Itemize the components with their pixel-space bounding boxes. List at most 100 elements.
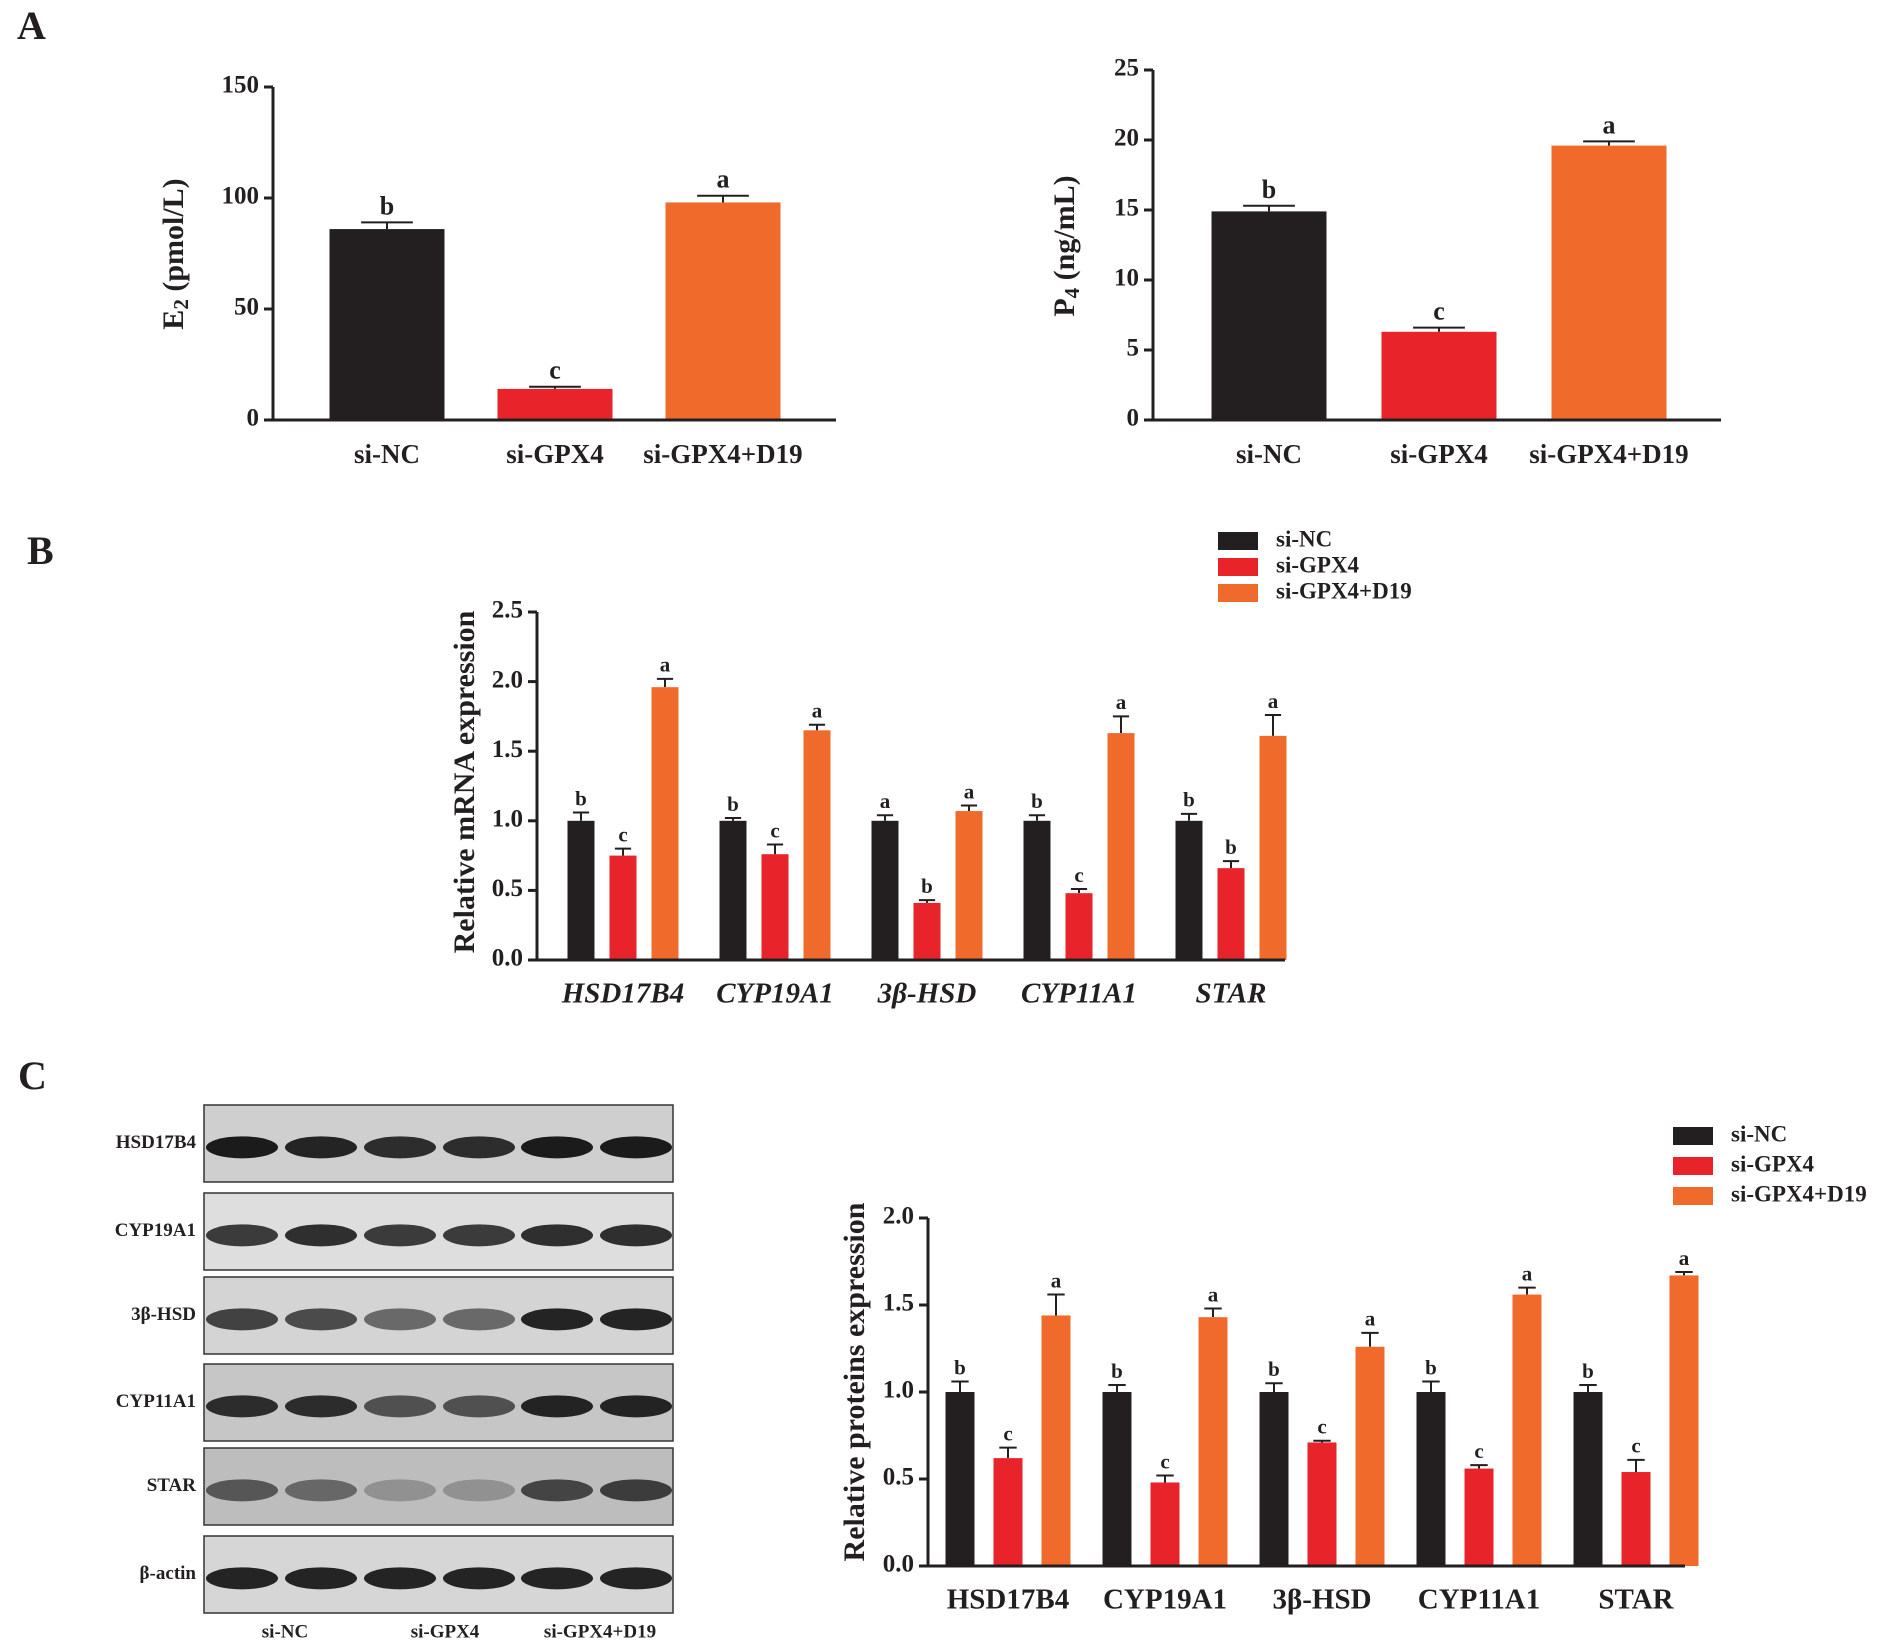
bar — [1621, 1472, 1651, 1566]
blot-band — [600, 1136, 672, 1159]
x-tick-label: STAR — [1196, 978, 1267, 1010]
blot-band — [206, 1395, 278, 1418]
error-bar — [1361, 1331, 1379, 1347]
bar — [955, 811, 983, 960]
y-tick-label: 1.5 — [883, 1290, 914, 1317]
blot-band — [600, 1479, 672, 1502]
x-tick-label: CYP19A1 — [1103, 1584, 1227, 1616]
blot-band — [206, 1136, 278, 1159]
y-tick-label: 0 — [247, 405, 260, 432]
significance-letter: b — [1183, 788, 1195, 812]
blot-lane-label: si-GPX4+D19 — [544, 1621, 656, 1642]
significance-letter: b — [575, 786, 587, 810]
y-axis-title-part: E — [157, 310, 190, 330]
significance-letter: a — [1679, 1246, 1690, 1270]
error-bar — [1222, 860, 1240, 869]
panel-label: C — [18, 1053, 47, 1098]
bar — [913, 902, 941, 960]
x-tick-label: si-NC — [354, 439, 420, 469]
bar — [1573, 1392, 1603, 1566]
bar — [871, 820, 899, 960]
y-tick-label: 0.0 — [883, 1551, 914, 1578]
significance-letter: b — [921, 874, 933, 898]
significance-letter: a — [717, 165, 730, 194]
blot-band — [206, 1567, 278, 1590]
blot-band — [206, 1479, 278, 1502]
error-bar — [656, 677, 674, 688]
blot-band — [285, 1395, 357, 1418]
y-axis-title: Relative proteins expression — [838, 1202, 871, 1561]
y-tick-label: 150 — [222, 72, 260, 99]
blot-strip — [203, 1104, 674, 1183]
bar — [651, 687, 679, 960]
x-tick-label: si-GPX4+D19 — [1529, 439, 1688, 469]
error-bar — [766, 843, 784, 855]
legend-swatch — [1218, 584, 1258, 602]
blot-band — [521, 1567, 593, 1590]
blot-band — [285, 1224, 357, 1247]
y-axis-title: P4 (ng/mL) — [1048, 175, 1084, 316]
significance-letter: b — [1268, 1357, 1280, 1381]
bar — [761, 854, 789, 960]
y-tick-label: 1.0 — [883, 1377, 914, 1404]
y-tick-label: 1.5 — [492, 736, 523, 763]
blot-strip — [203, 1535, 674, 1614]
x-tick-label: CYP19A1 — [716, 978, 834, 1010]
x-tick-label: si-GPX4+D19 — [643, 439, 802, 469]
error-bar — [724, 817, 742, 821]
legend-label: si-NC — [1276, 526, 1332, 551]
x-tick-label: CYP11A1 — [1021, 978, 1137, 1010]
bar — [1512, 1294, 1542, 1566]
significance-letter: c — [1631, 1434, 1640, 1458]
y-tick-label: 2.0 — [883, 1203, 914, 1230]
significance-letter: c — [1317, 1415, 1326, 1439]
legend-label: si-NC — [1731, 1121, 1787, 1146]
blot-band — [206, 1224, 278, 1247]
error-bar — [1264, 714, 1282, 736]
y-tick-label: 25 — [1114, 55, 1139, 82]
blot-lane-label: si-NC — [262, 1621, 308, 1642]
significance-letter: c — [1003, 1421, 1012, 1445]
y-axis-title-part: (pmol/L) — [157, 178, 190, 299]
significance-letter: a — [1208, 1282, 1219, 1306]
bar — [945, 1392, 975, 1566]
blot-band — [521, 1395, 593, 1418]
error-bar — [1047, 1293, 1065, 1316]
blot-band — [364, 1479, 436, 1502]
bar — [1065, 893, 1093, 960]
blot-band — [521, 1136, 593, 1159]
legend-swatch — [1673, 1127, 1713, 1145]
error-bar — [1518, 1286, 1536, 1295]
error-bar — [1313, 1439, 1331, 1443]
significance-letter: b — [1425, 1355, 1437, 1379]
significance-letter: a — [964, 779, 975, 803]
significance-letter: a — [812, 699, 823, 723]
error-bar — [876, 814, 894, 821]
blot-row-label: HSD17B4 — [116, 1132, 197, 1153]
bar — [1464, 1468, 1494, 1566]
significance-letter: c — [618, 822, 627, 846]
bar — [1416, 1392, 1446, 1566]
blot-row-label: CYP11A1 — [116, 1391, 196, 1412]
significance-letter: c — [770, 818, 779, 842]
bar — [1041, 1315, 1071, 1566]
blot-band — [285, 1567, 357, 1590]
blot-band — [364, 1395, 436, 1418]
x-tick-label: HSD17B4 — [947, 1584, 1069, 1616]
x-tick-label: 3β-HSD — [877, 978, 977, 1010]
significance-letter: c — [1433, 297, 1445, 326]
blot-band — [443, 1479, 515, 1502]
bar — [1551, 145, 1667, 420]
y-tick-label: 50 — [234, 294, 259, 321]
error-bar — [1070, 888, 1088, 894]
significance-letter: b — [1031, 789, 1043, 813]
legend-label: si-GPX4 — [1276, 552, 1360, 577]
blot-band — [285, 1479, 357, 1502]
error-bar — [1156, 1474, 1174, 1483]
blot-row-label: CYP19A1 — [115, 1220, 196, 1241]
error-bar — [697, 194, 749, 203]
error-bar — [1204, 1307, 1222, 1318]
blot-band — [521, 1308, 593, 1331]
x-tick-label: HSD17B4 — [561, 978, 684, 1010]
